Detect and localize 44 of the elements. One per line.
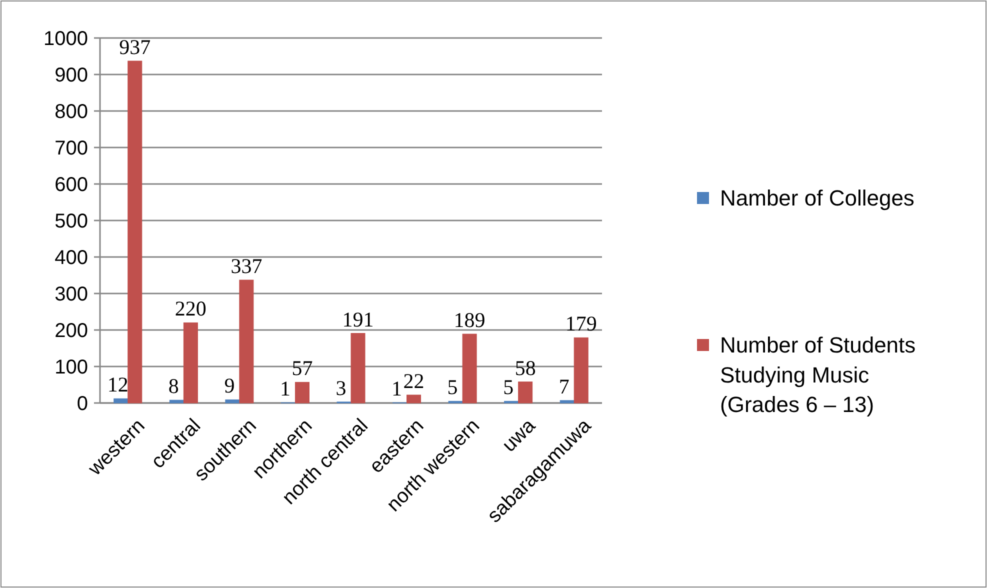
- data-label: 8: [168, 374, 179, 398]
- bar: [169, 400, 184, 404]
- data-label: 191: [342, 307, 374, 332]
- bar: [574, 337, 588, 404]
- bar: [294, 382, 310, 404]
- data-label: 9: [224, 374, 235, 398]
- data-label: 5: [503, 375, 514, 400]
- bar: [518, 382, 533, 404]
- y-tick-label: 800: [54, 101, 88, 123]
- data-label: 337: [230, 254, 262, 278]
- y-tick-label: 0: [76, 393, 88, 415]
- data-label: 12: [107, 372, 128, 397]
- legend-label: Number of Students Studying Music (Grades 6 – 13): [720, 332, 916, 418]
- bar: [560, 400, 574, 404]
- data-label: 57: [292, 356, 313, 380]
- bar: [239, 280, 254, 404]
- y-tick-label: 600: [54, 174, 88, 196]
- data-label: 7: [558, 374, 570, 398]
- y-tick-label: 700: [54, 138, 88, 160]
- y-tick-label: 200: [54, 320, 88, 342]
- y-tick-label: 500: [54, 210, 88, 232]
- data-label: 58: [514, 356, 536, 380]
- data-label: 937: [119, 34, 151, 59]
- data-label: 5: [447, 375, 458, 400]
- bar: [128, 60, 142, 404]
- legend-label: Namber of Colleges: [720, 186, 914, 211]
- data-label: 189: [454, 308, 486, 332]
- y-tick-label: 100: [54, 356, 88, 378]
- data-label: 22: [403, 368, 424, 393]
- y-tick-label: 1000: [44, 28, 88, 50]
- bar: [183, 322, 198, 404]
- y-tick-label: 400: [54, 247, 88, 269]
- data-label: 1: [280, 376, 290, 401]
- data-label: 220: [174, 296, 206, 321]
- bar: [462, 334, 477, 404]
- y-tick-label: 900: [54, 64, 88, 86]
- bar: [114, 398, 128, 404]
- bar: [406, 394, 422, 404]
- bar: [225, 399, 240, 404]
- data-label: 3: [336, 376, 346, 400]
- y-tick-label: 300: [54, 284, 88, 306]
- data-label: 1: [392, 376, 402, 401]
- data-label: 179: [565, 312, 597, 336]
- bar: [350, 333, 366, 404]
